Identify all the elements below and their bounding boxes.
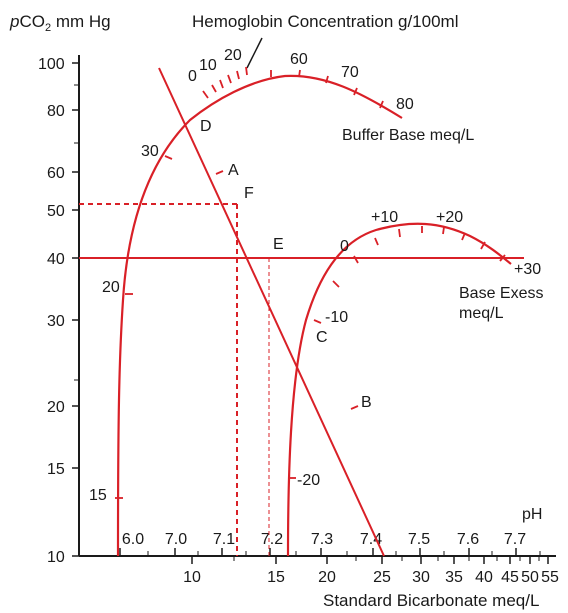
point-label-b: B xyxy=(361,394,372,411)
buffer-curve-label: 15 xyxy=(89,487,107,504)
x-tick-label: 50 xyxy=(521,569,539,586)
point-label-a: A xyxy=(228,162,239,179)
x-tick-label: 10 xyxy=(183,569,201,586)
base-excess-curve-ticks xyxy=(288,226,506,479)
y-tick-label: 60 xyxy=(47,165,65,182)
hemoglobin-label: 70 xyxy=(341,64,359,81)
ph-tick-labels: 6.0 7.0 7.1 7.2 7.3 7.4 7.5 7.6 7.7 xyxy=(122,531,526,548)
base-excess-curve xyxy=(286,222,512,557)
ph-tick-label: 7.5 xyxy=(408,531,430,548)
ph-tick-label: 7.2 xyxy=(261,531,283,548)
x-tick-labels: 10 15 20 25 30 35 40 45 50 55 xyxy=(183,569,559,586)
ph-tick-label: 6.0 xyxy=(122,531,144,548)
hemoglobin-label: 80 xyxy=(396,96,414,113)
hemoglobin-label: 0 xyxy=(188,68,197,85)
point-label-d: D xyxy=(200,118,212,135)
ph-tick-label: 7.6 xyxy=(457,531,479,548)
y-tick-label: 100 xyxy=(38,56,65,73)
x-tick-label: 30 xyxy=(412,569,430,586)
x-tick-label: 55 xyxy=(541,569,559,586)
ph-ticks xyxy=(119,548,541,556)
base-excess-value-label: 0 xyxy=(340,238,349,255)
y-ticks xyxy=(72,62,79,557)
title-pointer-line xyxy=(246,37,263,69)
co2-equilibration-line xyxy=(158,67,385,557)
point-label-f: F xyxy=(244,185,254,202)
buffer-curve-label: 20 xyxy=(102,279,120,296)
x-ticks xyxy=(191,556,549,564)
y-tick-labels: 10 15 20 30 40 50 60 80 100 xyxy=(38,56,65,566)
base-excess-value-label: +20 xyxy=(436,209,463,226)
base-excess-value-label: +30 xyxy=(514,261,541,278)
ph-tick-label: 7.0 xyxy=(165,531,187,548)
ph-tick-label: 7.1 xyxy=(213,531,235,548)
base-excess-value-label: -20 xyxy=(297,472,320,489)
x-tick-label: 45 xyxy=(501,569,519,586)
hemoglobin-label: 60 xyxy=(290,51,308,68)
ph-tick-label: 7.4 xyxy=(360,531,382,548)
y-tick-label: 40 xyxy=(47,251,65,268)
point-label-c: C xyxy=(316,329,328,346)
y-tick-label: 15 xyxy=(47,461,65,478)
point-label-e: E xyxy=(273,236,284,253)
line-point-ticks xyxy=(215,170,359,410)
buffer-base-curve xyxy=(116,74,403,557)
x-tick-label: 15 xyxy=(267,569,285,586)
ph-tick-label: 7.7 xyxy=(504,531,526,548)
y-tick-label: 10 xyxy=(47,549,65,566)
x-tick-label: 35 xyxy=(445,569,463,586)
curves xyxy=(79,67,524,557)
buffer-curve-label: 30 xyxy=(141,143,159,160)
buffer-base-curve-ticks xyxy=(115,155,173,499)
chart-title: Hemoglobin Concentration g/100ml xyxy=(192,12,459,31)
y-tick-label: 80 xyxy=(47,103,65,120)
y-axis-title: pCO2 mm Hg xyxy=(9,12,111,34)
hemoglobin-label: 10 xyxy=(199,57,217,74)
base-excess-value-label: -10 xyxy=(325,309,348,326)
base-excess-label: meq/L xyxy=(459,305,504,322)
base-excess-label: Base Exess xyxy=(459,285,543,302)
ph-label: pH xyxy=(522,506,542,523)
x-tick-label: 40 xyxy=(475,569,493,586)
buffer-base-label: Buffer Base meq/L xyxy=(342,127,474,144)
x-tick-label: 25 xyxy=(373,569,391,586)
ph-tick-label: 7.3 xyxy=(311,531,333,548)
y-tick-label: 20 xyxy=(47,399,65,416)
hemoglobin-scale-marks xyxy=(202,66,384,109)
x-tick-label: 20 xyxy=(318,569,336,586)
base-excess-value-label: +10 xyxy=(371,209,398,226)
hemoglobin-label: 20 xyxy=(224,47,242,64)
x-axis-title: Standard Bicarbonate meq/L xyxy=(323,591,539,610)
y-tick-label: 30 xyxy=(47,313,65,330)
y-tick-label: 50 xyxy=(47,203,65,220)
